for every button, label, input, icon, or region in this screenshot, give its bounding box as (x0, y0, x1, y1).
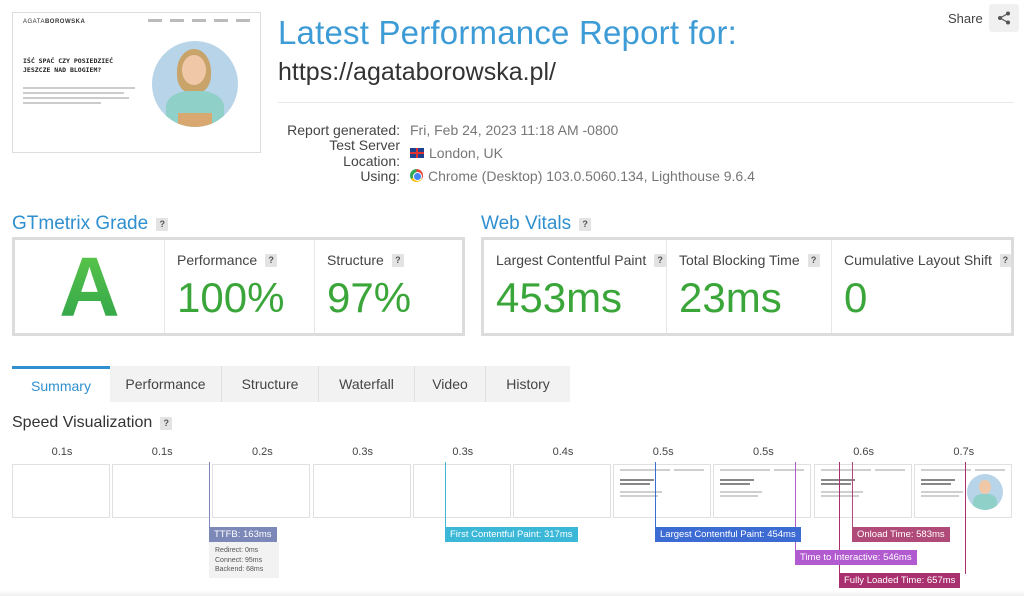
filmstrip-frame[interactable] (513, 464, 611, 518)
performance-value: 100% (177, 274, 285, 321)
filmstrip-frame[interactable] (212, 464, 311, 518)
share-control[interactable]: Share (948, 4, 1019, 32)
report-tabs: Summary Performance Structure Waterfall … (12, 366, 570, 402)
lcp-metric: Largest Contentful Paint? 453ms (484, 240, 667, 333)
thumbnail-body-text (23, 87, 135, 107)
frame-time-label: 0.3s (352, 446, 373, 458)
speed-visualization-title: Speed Visualization? (12, 414, 173, 432)
share-icon (997, 11, 1010, 25)
thumbnail-headline: IŚĆ SPAĆ CZY POSIEDZIEĆ JESZCZE NAD BLOG… (23, 57, 114, 74)
fully-loaded-line (839, 462, 840, 574)
report-title: Latest Performance Report for: (278, 14, 738, 51)
ttfb-breakdown: Redirect: 0ms Connect: 95ms Backend: 68m… (209, 542, 279, 578)
grade-letter: A (59, 239, 120, 334)
lcp-value: 453ms (496, 274, 623, 321)
share-label: Share (948, 10, 983, 26)
filmstrip-frame[interactable] (613, 464, 712, 518)
thumbnail-nav (148, 19, 250, 22)
web-vitals-panel: Largest Contentful Paint? 453ms Total Bl… (481, 237, 1014, 336)
tti-line (795, 462, 796, 552)
frame-time-label: 0.5s (652, 446, 674, 458)
site-thumbnail: AGATABOROWSKA IŚĆ SPAĆ CZY POSIEDZIEĆ JE… (12, 12, 261, 153)
share-button[interactable] (988, 4, 1019, 32)
frame-time-label: 0.3s (452, 446, 474, 458)
frame-time-label: 0.2s (251, 446, 273, 458)
report-url[interactable]: https://agataborowska.pl/ (278, 58, 556, 86)
bottom-fade (0, 590, 1024, 596)
structure-metric: Structure? 97% (315, 240, 462, 333)
tab-history[interactable]: History (486, 366, 570, 402)
onload-marker[interactable]: Onload Time: 583ms (852, 527, 950, 542)
filmstrip-frame[interactable] (112, 464, 211, 518)
tab-performance[interactable]: Performance (110, 366, 222, 402)
help-icon[interactable]: ? (807, 253, 820, 267)
cls-value: 0 (844, 274, 868, 321)
frame-time-label: 0.1s (151, 446, 173, 458)
filmstrip-frame[interactable] (12, 464, 110, 518)
filmstrip-frame[interactable] (713, 464, 812, 518)
header-divider (278, 102, 1014, 103)
frame-time-label: 0.6s (853, 446, 874, 458)
help-icon[interactable]: ? (999, 253, 1011, 267)
report-meta: Report generated: Fri, Feb 24, 2023 11:1… (278, 118, 798, 187)
gtmetrix-grade-panel: A Performance? 100% Structure? 97% (12, 237, 465, 336)
tab-structure[interactable]: Structure (222, 366, 319, 402)
help-icon[interactable]: ? (579, 217, 592, 231)
tab-video[interactable]: Video (415, 366, 486, 402)
fully-loaded-line-end (965, 462, 966, 574)
fully-loaded-marker[interactable]: Fully Loaded Time: 657ms (839, 573, 961, 588)
tab-waterfall[interactable]: Waterfall (319, 366, 415, 402)
lcp-line (655, 462, 656, 528)
grade-box: A (15, 240, 165, 333)
tbt-value: 23ms (679, 274, 782, 321)
help-icon[interactable]: ? (654, 253, 666, 267)
lcp-marker[interactable]: Largest Contentful Paint: 454ms (655, 527, 801, 542)
tbt-metric: Total Blocking Time? 23ms (667, 240, 832, 333)
frame-time-label: 0.5s (752, 446, 774, 458)
tti-marker[interactable]: Time to Interactive: 546ms (795, 550, 917, 565)
ttfb-marker[interactable]: TTFB: 163ms (209, 527, 277, 542)
meta-using: Using: Chrome (Desktop) 103.0.5060.134, … (360, 167, 755, 184)
structure-value: 97% (327, 274, 412, 321)
thumbnail-portrait (152, 41, 238, 127)
thumbnail-logo: AGATABOROWSKA (23, 19, 86, 25)
fcp-marker[interactable]: First Contentful Paint: 317ms (445, 527, 578, 542)
frame-time-label: 0.4s (552, 446, 574, 458)
filmstrip-frame[interactable] (312, 464, 411, 518)
meta-report-generated: Report generated: Fri, Feb 24, 2023 11:1… (287, 121, 619, 138)
fcp-line (445, 462, 446, 528)
final-frame-portrait (967, 474, 1003, 510)
performance-metric: Performance? 100% (165, 240, 315, 333)
meta-server-location: Test Server Location: London, UK (329, 136, 503, 169)
help-icon[interactable]: ? (160, 416, 173, 430)
chrome-icon (410, 169, 423, 182)
uk-flag-icon (410, 147, 424, 158)
ttfb-line (209, 462, 210, 528)
help-icon[interactable]: ? (391, 253, 404, 267)
web-vitals-title: Web Vitals? (481, 213, 592, 235)
filmstrip-frame[interactable] (412, 464, 511, 518)
help-icon[interactable]: ? (156, 217, 169, 231)
cls-metric: Cumulative Layout Shift? 0 (832, 240, 1011, 333)
frame-time-label: 0.7s (953, 446, 975, 458)
gtmetrix-grade-title: GTmetrix Grade? (12, 213, 169, 235)
onload-line (852, 462, 853, 528)
help-icon[interactable]: ? (265, 253, 278, 267)
frame-time-label: 0.1s (51, 446, 73, 458)
tab-summary[interactable]: Summary (12, 366, 110, 402)
filmstrip-frame[interactable] (813, 464, 912, 518)
